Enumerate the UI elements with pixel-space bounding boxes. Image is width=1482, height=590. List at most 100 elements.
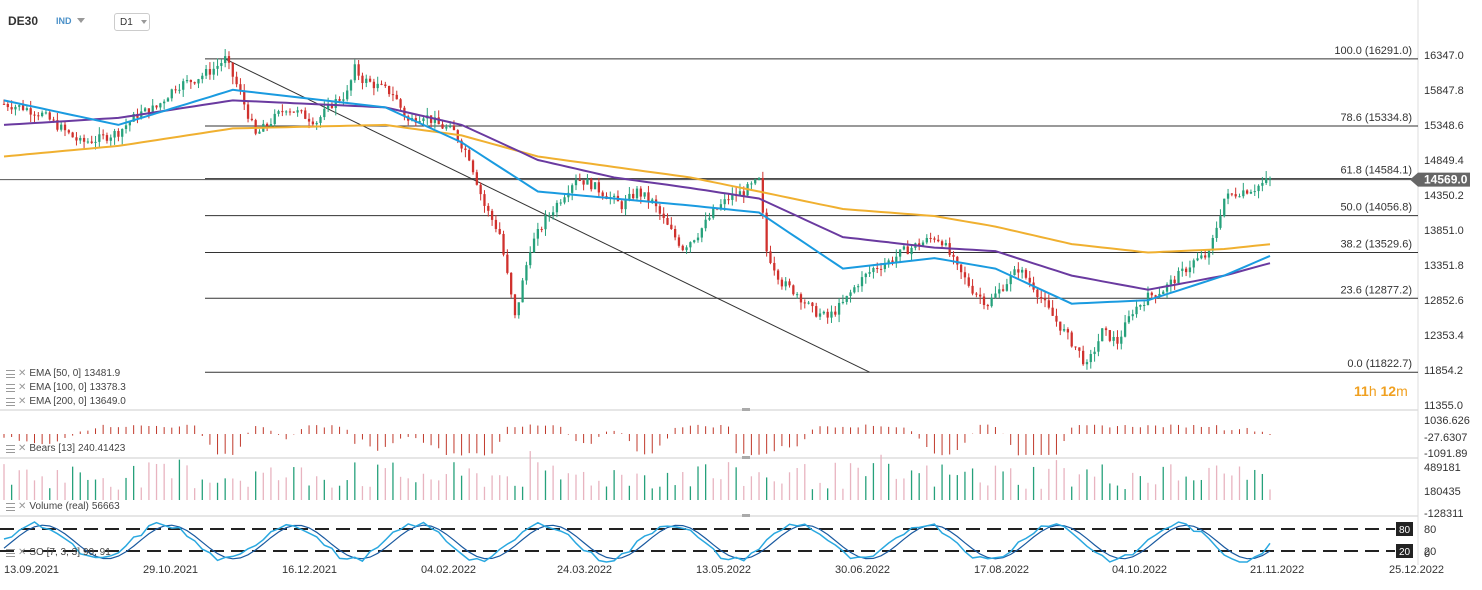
candle-body[interactable]	[628, 193, 631, 200]
candle-body[interactable]	[128, 121, 131, 126]
candle-body[interactable]	[479, 184, 482, 195]
candle-body[interactable]	[163, 101, 166, 104]
settings-icon[interactable]	[6, 383, 15, 392]
candle-body[interactable]	[643, 192, 646, 197]
candle-body[interactable]	[544, 215, 547, 230]
candle-body[interactable]	[399, 99, 402, 108]
candle-body[interactable]	[1265, 178, 1268, 183]
candle-body[interactable]	[174, 89, 177, 91]
candle-body[interactable]	[109, 137, 112, 141]
ema200-line[interactable]	[3, 123, 1271, 254]
candle-body[interactable]	[872, 267, 875, 273]
candle-body[interactable]	[429, 115, 433, 123]
candle-body[interactable]	[975, 293, 978, 295]
candle-body[interactable]	[582, 180, 585, 185]
candle-body[interactable]	[860, 277, 864, 287]
candle-body[interactable]	[796, 294, 799, 296]
candle-body[interactable]	[155, 105, 158, 108]
candle-body[interactable]	[1017, 269, 1020, 273]
close-icon[interactable]: ✕	[18, 368, 27, 379]
candle-body[interactable]	[21, 105, 25, 110]
candle-body[interactable]	[395, 94, 398, 100]
candle-body[interactable]	[147, 108, 151, 115]
candle-body[interactable]	[105, 135, 109, 141]
candle-body[interactable]	[868, 272, 871, 274]
candle-body[interactable]	[529, 252, 532, 266]
candle-body[interactable]	[1135, 306, 1138, 315]
candle-body[interactable]	[1059, 321, 1062, 331]
candle-body[interactable]	[1223, 198, 1226, 217]
candle-body[interactable]	[1188, 267, 1192, 273]
candle-body[interactable]	[235, 76, 238, 85]
candle-body[interactable]	[959, 264, 963, 273]
candle-body[interactable]	[304, 110, 307, 119]
close-icon[interactable]: ✕	[18, 443, 27, 454]
candle-body[interactable]	[918, 243, 921, 247]
candle-body[interactable]	[178, 89, 181, 91]
candle-body[interactable]	[834, 311, 837, 315]
candle-body[interactable]	[1143, 304, 1146, 306]
candle-body[interactable]	[1024, 269, 1028, 278]
candle-body[interactable]	[1184, 268, 1188, 273]
candle-body[interactable]	[807, 302, 810, 304]
candle-body[interactable]	[1177, 270, 1180, 284]
symbol-label[interactable]: DE30	[8, 14, 39, 28]
candle-body[interactable]	[10, 107, 13, 110]
candle-body[interactable]	[346, 90, 349, 100]
candle-body[interactable]	[841, 301, 845, 303]
candle-body[interactable]	[578, 180, 581, 182]
candle-body[interactable]	[464, 148, 467, 150]
candle-body[interactable]	[837, 302, 841, 315]
candle-body[interactable]	[452, 125, 456, 131]
candle-body[interactable]	[944, 243, 948, 246]
candle-body[interactable]	[37, 115, 40, 117]
candle-body[interactable]	[212, 68, 215, 75]
candle-body[interactable]	[685, 247, 688, 251]
candle-body[interactable]	[1226, 193, 1230, 199]
candle-body[interactable]	[143, 108, 147, 112]
candle-body[interactable]	[357, 64, 360, 76]
candle-body[interactable]	[666, 217, 669, 225]
candle-body[interactable]	[86, 141, 90, 143]
candle-body[interactable]	[204, 69, 208, 76]
candle-body[interactable]	[647, 192, 650, 202]
candle-body[interactable]	[1215, 227, 1218, 239]
candle-body[interactable]	[780, 279, 784, 287]
close-icon[interactable]: ✕	[18, 382, 27, 393]
candle-body[interactable]	[639, 188, 642, 197]
candle-body[interactable]	[723, 199, 726, 205]
settings-icon[interactable]	[6, 444, 15, 453]
candle-body[interactable]	[864, 273, 867, 278]
candle-body[interactable]	[220, 63, 223, 66]
candle-body[interactable]	[56, 120, 59, 130]
candle-body[interactable]	[319, 117, 322, 123]
candle-body[interactable]	[185, 80, 189, 82]
candle-body[interactable]	[277, 111, 280, 114]
candle-body[interactable]	[1051, 307, 1054, 316]
candle-body[interactable]	[731, 194, 734, 200]
candle-body[interactable]	[1127, 316, 1131, 323]
bears-legend[interactable]: ✕ Bears [13] 240.41423	[6, 443, 125, 454]
candle-body[interactable]	[113, 130, 116, 138]
candle-body[interactable]	[445, 127, 448, 129]
candle-body[interactable]	[693, 240, 696, 243]
candle-body[interactable]	[418, 121, 421, 123]
candle-body[interactable]	[285, 111, 288, 113]
candle-body[interactable]	[937, 239, 940, 242]
candle-body[interactable]	[1150, 292, 1153, 296]
candle-body[interactable]	[182, 81, 185, 90]
candle-body[interactable]	[94, 141, 97, 143]
candle-body[interactable]	[6, 103, 9, 108]
candle-body[interactable]	[940, 241, 944, 246]
candle-body[interactable]	[1154, 295, 1157, 298]
candle-body[interactable]	[334, 99, 337, 108]
candle-body[interactable]	[510, 272, 513, 295]
candle-body[interactable]	[124, 125, 128, 129]
candle-body[interactable]	[1245, 190, 1249, 194]
candle-body[interactable]	[67, 130, 70, 133]
candle-body[interactable]	[75, 137, 78, 141]
candle-body[interactable]	[1131, 314, 1134, 317]
candle-body[interactable]	[559, 202, 562, 204]
candle-body[interactable]	[1047, 300, 1050, 308]
